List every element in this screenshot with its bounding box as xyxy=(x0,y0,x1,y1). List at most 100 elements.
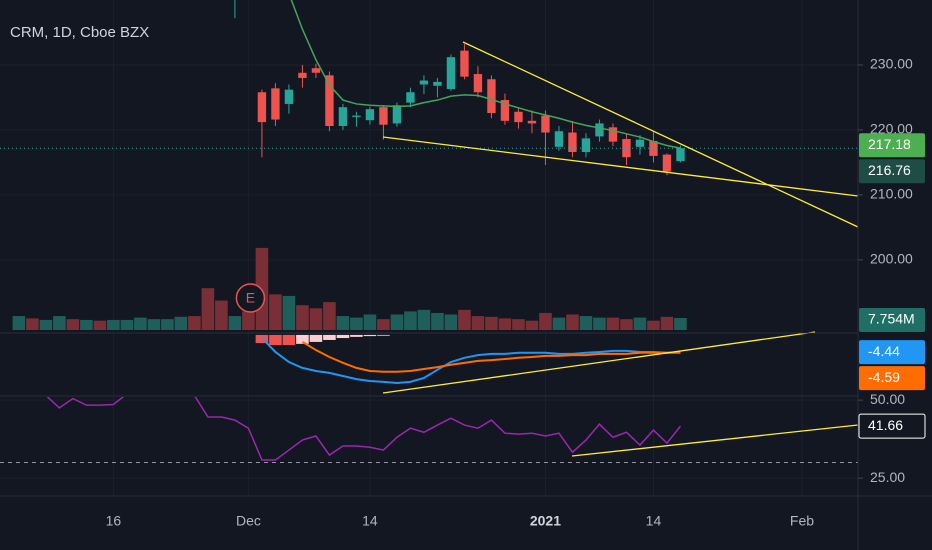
trend-line xyxy=(571,424,859,457)
candle-body xyxy=(622,139,631,158)
volume-bar xyxy=(674,317,687,330)
volume-bar xyxy=(593,317,606,330)
volume-bar xyxy=(579,316,593,330)
volume-bar xyxy=(660,316,674,330)
candle-body xyxy=(581,138,591,153)
volume-bar xyxy=(458,309,471,330)
macd-pane xyxy=(255,334,681,384)
rsi-pane xyxy=(0,397,858,464)
volume-bar xyxy=(53,316,66,330)
candle-body xyxy=(257,92,267,123)
y-tick-label: 25.00 xyxy=(870,469,905,485)
volume-bar xyxy=(552,317,566,330)
moving-average xyxy=(290,0,681,149)
axes: 16 Dec 14 2021 14 Feb 200.00 210.00 220.00 230.00… xyxy=(106,56,926,529)
candle-body xyxy=(352,115,361,117)
grid xyxy=(0,0,858,496)
histogram-bar xyxy=(309,334,323,342)
volume-bar xyxy=(296,305,309,330)
macd-value-label: -4.44 xyxy=(868,343,900,359)
volume-bar xyxy=(12,316,26,330)
y-tick-label: 50.00 xyxy=(870,391,905,407)
x-tick-label: 14 xyxy=(362,513,378,529)
volume-bar xyxy=(417,309,431,330)
event-marker xyxy=(235,283,266,313)
volume-bar xyxy=(566,314,579,330)
macd-value-label: -4.59 xyxy=(868,369,900,385)
candle-body xyxy=(392,105,402,124)
candle-body xyxy=(419,80,429,85)
trend-line xyxy=(382,331,816,394)
volume-bar xyxy=(201,288,215,330)
volume-bar xyxy=(404,311,417,330)
volume-bar xyxy=(390,314,404,330)
volume-bar xyxy=(228,316,242,330)
macd-line xyxy=(261,337,681,384)
marker-price-label: 216.76 xyxy=(868,162,911,178)
candle-body xyxy=(527,120,537,124)
trend-line xyxy=(462,41,859,228)
macd-line xyxy=(301,341,681,373)
volume-bar xyxy=(606,317,620,330)
macd-value-label-box xyxy=(859,366,925,391)
x-tick-label: Dec xyxy=(236,513,261,529)
candle-body xyxy=(311,68,321,73)
candle-body xyxy=(446,57,456,89)
volume-bar xyxy=(485,316,498,330)
volume-bar xyxy=(66,319,80,330)
histogram-bar xyxy=(282,334,296,346)
volume-bar xyxy=(215,300,228,330)
y-tick-label: 200.00 xyxy=(870,251,913,267)
histogram-bar xyxy=(269,334,282,346)
volume-bar xyxy=(525,320,539,330)
volume-bar xyxy=(269,294,282,330)
volume-bar xyxy=(120,319,134,330)
x-tick-label: 14 xyxy=(646,513,662,529)
candle-body xyxy=(662,154,672,172)
candle-body xyxy=(460,50,469,77)
volume-bar xyxy=(512,319,525,330)
macd-value-label-box xyxy=(859,340,925,365)
histogram-bar xyxy=(296,334,309,344)
candle-body xyxy=(514,111,523,123)
candle-body xyxy=(541,115,550,133)
histogram-bar xyxy=(336,334,350,339)
event-marker-label: E xyxy=(246,290,255,306)
volume-bar xyxy=(147,319,161,330)
volume-bar xyxy=(647,320,660,330)
histogram-bar xyxy=(363,334,377,337)
rsi-line xyxy=(46,397,682,461)
x-tick-label: 16 xyxy=(106,513,122,529)
candle-body xyxy=(406,92,415,103)
volume-bar xyxy=(336,316,350,330)
volume-bar xyxy=(498,318,512,330)
trend-lines xyxy=(382,41,859,457)
volume-bar xyxy=(93,320,107,330)
volume-bar xyxy=(323,302,336,330)
last-price-label-box xyxy=(859,133,925,158)
candle-body xyxy=(379,107,388,125)
volume-bar xyxy=(471,316,485,330)
rsi-value-label-box xyxy=(858,413,926,439)
y-tick-label: 220.00 xyxy=(870,121,913,137)
candle-body xyxy=(595,123,604,137)
candle-body xyxy=(554,131,564,147)
volume-bar xyxy=(431,312,444,330)
candle-body xyxy=(284,89,294,104)
candle-body xyxy=(635,139,645,147)
volume-label-box xyxy=(859,307,925,332)
volume-bar xyxy=(161,319,174,330)
candle-body xyxy=(271,88,280,120)
candle-body xyxy=(433,81,442,86)
volume-bar xyxy=(620,319,633,330)
volume-bar xyxy=(444,314,458,330)
volume-bar xyxy=(134,317,147,330)
volume-bar xyxy=(174,316,188,330)
candle-body xyxy=(473,74,483,93)
volume-bar xyxy=(188,316,201,330)
volume-bar xyxy=(350,317,363,330)
chart-title: CRM, 1D, Cboe BZX xyxy=(10,24,149,41)
